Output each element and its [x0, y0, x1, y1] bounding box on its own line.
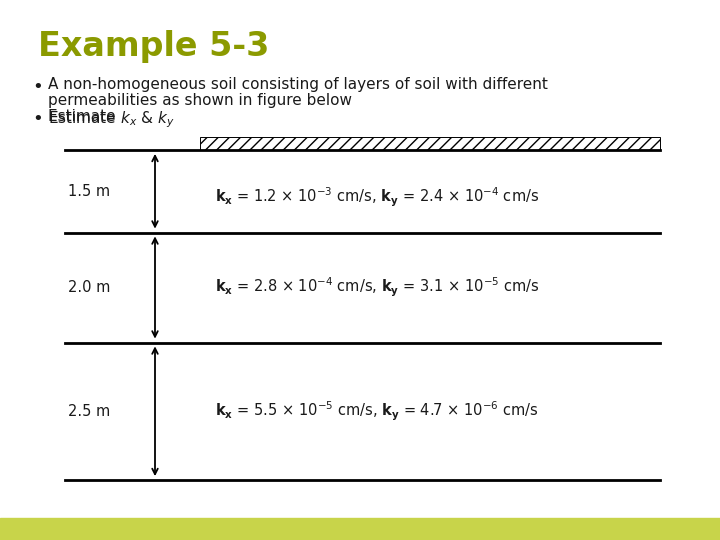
Text: 2.0 m: 2.0 m: [68, 280, 110, 295]
Text: 1.5 m: 1.5 m: [68, 184, 110, 199]
Bar: [0, 518, 720, 540]
Text: $\mathbf{k_x}$ = 5.5 $\times$ $10^{-5}$ cm/s, $\mathbf{k_y}$ = 4.7 $\times$ $10^: $\mathbf{k_x}$ = 5.5 $\times$ $10^{-5}$ …: [215, 400, 539, 423]
Text: permeabilities as shown in figure below: permeabilities as shown in figure below: [48, 93, 352, 108]
Text: •: •: [32, 110, 42, 128]
Text: A non-homogeneous soil consisting of layers of soil with different: A non-homogeneous soil consisting of lay…: [48, 77, 548, 92]
Bar: [200, 137, 660, 150]
Text: Estimate: Estimate: [48, 109, 120, 124]
Text: Example 5-3: Example 5-3: [38, 30, 269, 63]
Text: $\mathbf{k_x}$ = 1.2 $\times$ $10^{-3}$ cm/s, $\mathbf{k_y}$ = 2.4 $\times$ $10^: $\mathbf{k_x}$ = 1.2 $\times$ $10^{-3}$ …: [215, 186, 539, 209]
Text: Estimate $k_x$ & $k_y$: Estimate $k_x$ & $k_y$: [48, 109, 175, 130]
Text: 2.5 m: 2.5 m: [68, 404, 110, 418]
Text: $\mathbf{k_x}$ = 2.8 $\times$ $10^{-4}$ cm/s, $\mathbf{k_y}$ = 3.1 $\times$ $10^: $\mathbf{k_x}$ = 2.8 $\times$ $10^{-4}$ …: [215, 276, 539, 299]
Text: •: •: [32, 78, 42, 96]
